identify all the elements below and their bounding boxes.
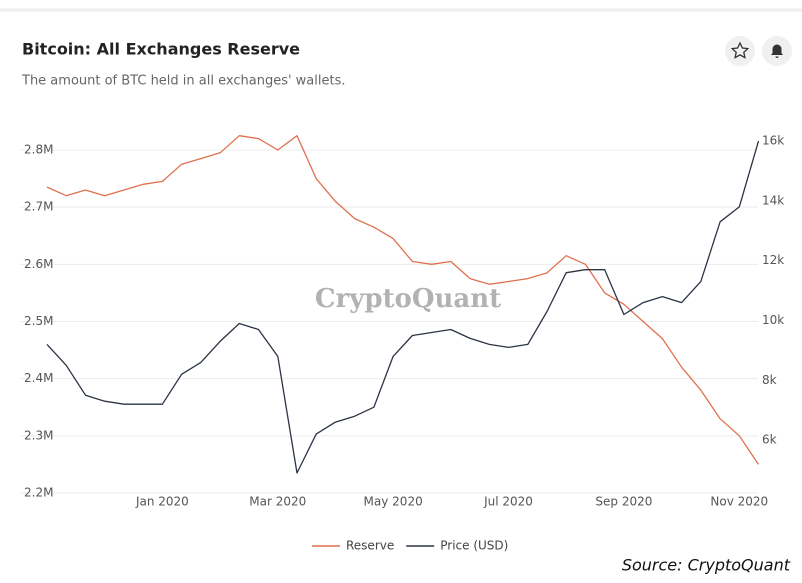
y-tick-label: 2.4M [24,371,53,385]
legend-label: Reserve [346,539,394,553]
y-tick-label: 2.3M [24,428,53,442]
y2-tick-label: 8k [762,373,777,387]
x-tick-label: Nov 2020 [710,495,768,509]
legend-label: Price (USD) [440,539,508,553]
y2-tick-label: 10k [762,313,784,327]
x-tick-label: May 2020 [364,495,423,509]
y-tick-label: 2.7M [24,200,53,214]
watermark: CryptoQuant [315,284,501,314]
y-tick-label: 2.2M [24,486,53,500]
series-line [46,140,760,474]
y2-tick-label: 14k [762,193,784,207]
y-tick-label: 2.6M [24,257,53,271]
source-note: Source: CryptoQuant [622,556,791,575]
x-tick-label: Jul 2020 [483,495,533,509]
bell-button[interactable] [762,36,792,66]
series-line [46,135,760,465]
y-tick-label: 2.8M [24,142,53,156]
y2-tick-label: 12k [762,253,784,267]
x-tick-label: Jan 2020 [135,495,189,509]
chart-title: Bitcoin: All Exchanges Reserve [22,40,300,59]
x-tick-label: Sep 2020 [595,495,652,509]
star-button[interactable] [725,36,755,66]
x-tick-label: Mar 2020 [249,495,306,509]
y2-tick-label: 6k [762,433,777,447]
chart-subtitle: The amount of BTC held in all exchanges'… [21,74,346,89]
y2-tick-label: 16k [762,134,784,148]
y-tick-label: 2.5M [24,314,53,328]
